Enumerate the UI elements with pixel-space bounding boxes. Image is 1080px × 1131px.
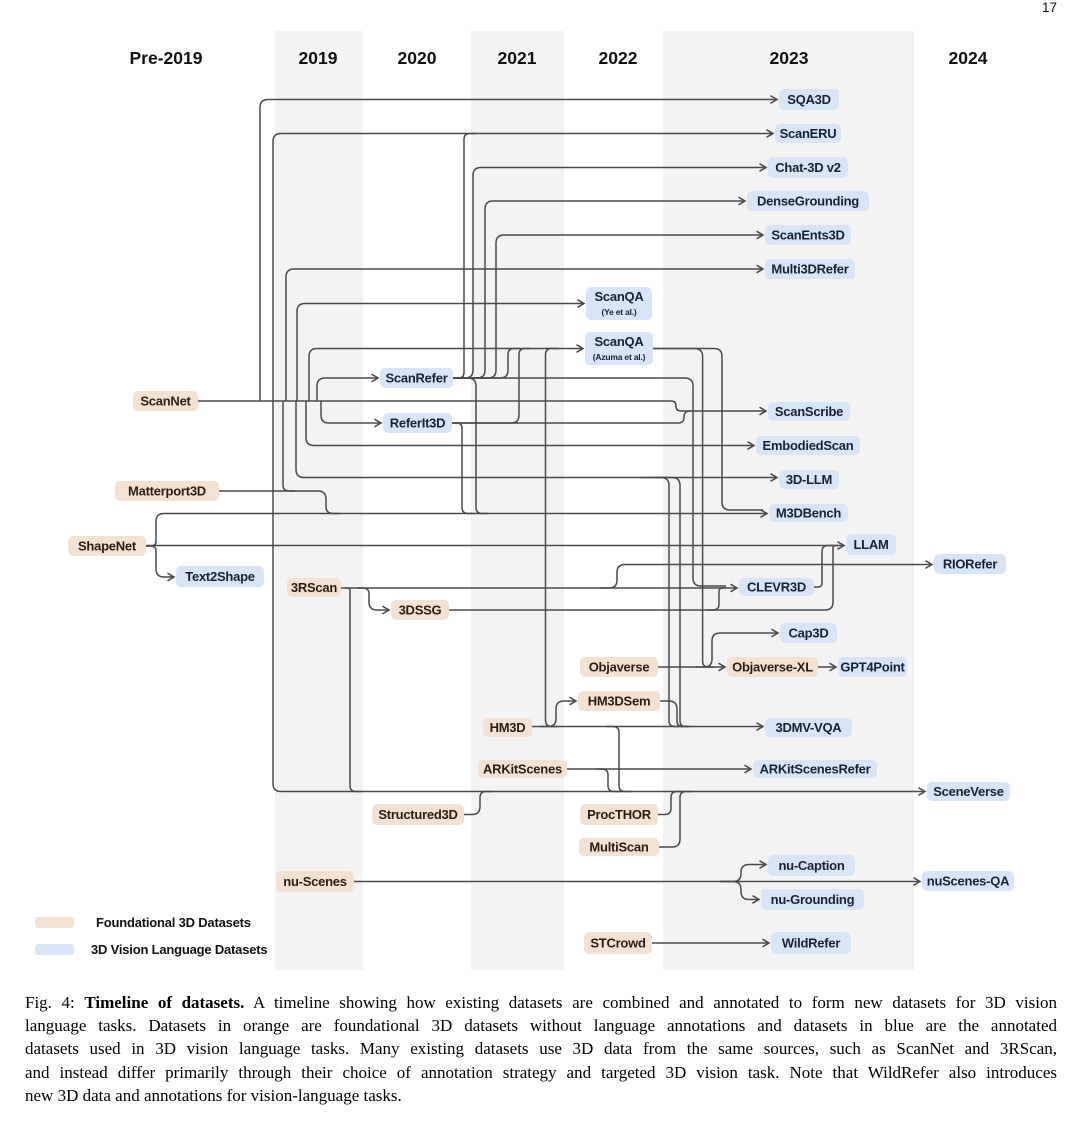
svg-text:SceneVerse: SceneVerse <box>933 784 1004 799</box>
svg-text:3D-LLM: 3D-LLM <box>786 472 832 487</box>
svg-text:ARKitScenesRefer: ARKitScenesRefer <box>760 762 871 777</box>
svg-text:ScanScribe: ScanScribe <box>775 404 843 419</box>
svg-text:3RScan: 3RScan <box>291 580 337 595</box>
svg-text:ARKitScenes: ARKitScenes <box>483 762 562 777</box>
svg-text:Matterport3D: Matterport3D <box>128 484 206 499</box>
svg-text:ProcTHOR: ProcTHOR <box>587 807 652 822</box>
svg-text:RIORefer: RIORefer <box>943 557 998 572</box>
svg-text:Text2Shape: Text2Shape <box>185 569 255 584</box>
svg-text:ScanERU: ScanERU <box>780 126 837 141</box>
svg-text:Foundational 3D Datasets: Foundational 3D Datasets <box>96 915 251 930</box>
svg-text:ShapeNet: ShapeNet <box>78 539 137 554</box>
svg-text:Chat-3D v2: Chat-3D v2 <box>775 160 840 175</box>
svg-text:ScanRefer: ScanRefer <box>385 371 447 386</box>
svg-text:ScanQA: ScanQA <box>594 334 644 349</box>
svg-text:ScanEnts3D: ScanEnts3D <box>771 228 844 243</box>
svg-text:Pre-2019: Pre-2019 <box>130 48 203 68</box>
svg-text:(Ye et al.): (Ye et al.) <box>601 307 636 317</box>
svg-text:LLAM: LLAM <box>853 537 888 552</box>
svg-text:nu-Grounding: nu-Grounding <box>771 892 855 907</box>
svg-text:ScanQA: ScanQA <box>594 289 644 304</box>
svg-text:2024: 2024 <box>949 48 988 68</box>
svg-text:STCrowd: STCrowd <box>590 936 646 951</box>
svg-text:HM3DSem: HM3DSem <box>588 694 651 709</box>
svg-text:2020: 2020 <box>398 48 437 68</box>
svg-text:Objaverse: Objaverse <box>589 660 650 675</box>
svg-text:CLEVR3D: CLEVR3D <box>747 580 806 595</box>
svg-text:EmbodiedScan: EmbodiedScan <box>763 438 854 453</box>
svg-text:Cap3D: Cap3D <box>789 626 829 641</box>
svg-text:2022: 2022 <box>599 48 638 68</box>
svg-text:Multi3DRefer: Multi3DRefer <box>771 262 848 277</box>
svg-text:3DSSG: 3DSSG <box>399 603 442 618</box>
svg-text:2023: 2023 <box>770 48 809 68</box>
svg-text:nu-Caption: nu-Caption <box>778 858 844 873</box>
svg-text:SQA3D: SQA3D <box>787 92 831 107</box>
svg-text:MultiScan: MultiScan <box>589 840 648 855</box>
svg-text:ReferIt3D: ReferIt3D <box>390 416 446 431</box>
svg-text:M3DBench: M3DBench <box>776 506 841 521</box>
svg-text:3D Vision Language Datasets: 3D Vision Language Datasets <box>91 942 267 957</box>
svg-text:2021: 2021 <box>498 48 537 68</box>
svg-text:Structured3D: Structured3D <box>378 807 457 822</box>
svg-text:DenseGrounding: DenseGrounding <box>757 194 859 209</box>
svg-text:ScanNet: ScanNet <box>140 394 191 409</box>
svg-text:HM3D: HM3D <box>490 720 526 735</box>
svg-text:nuScenes-QA: nuScenes-QA <box>927 874 1010 889</box>
svg-text:(Azuma et al.): (Azuma et al.) <box>593 352 646 362</box>
svg-text:2019: 2019 <box>299 48 338 68</box>
svg-text:3DMV-VQA: 3DMV-VQA <box>776 720 843 735</box>
svg-text:Objaverse-XL: Objaverse-XL <box>732 660 813 675</box>
svg-text:GPT4Point: GPT4Point <box>840 660 905 675</box>
svg-text:WildRefer: WildRefer <box>782 936 840 951</box>
svg-text:nu-Scenes: nu-Scenes <box>283 874 347 889</box>
